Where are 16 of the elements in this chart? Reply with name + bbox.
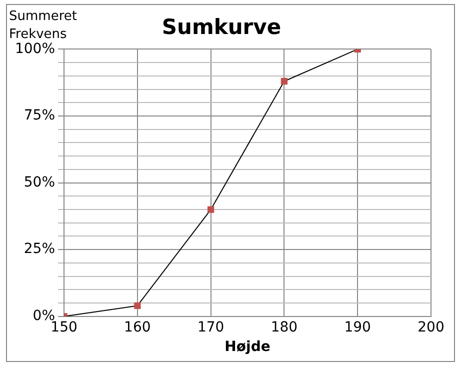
point (280, 78, 288, 85)
point (207, 206, 214, 213)
x-axis-title: Højde (224, 339, 270, 356)
chart-title: Sumkurve (162, 15, 282, 40)
x-tick-label: 170 (197, 319, 224, 336)
y-tick-label: 50% (24, 174, 56, 190)
y-tick-label: 100% (14, 40, 56, 57)
y-axis-title: Summeret Frekvens (9, 8, 78, 42)
y-tick-label: 25% (24, 241, 56, 258)
x-tick-label: 190 (344, 319, 371, 336)
point (134, 302, 141, 310)
x-tick-label: 160 (124, 319, 151, 336)
x-tick-label: 180 (270, 319, 298, 336)
y-tick-label: 75% (24, 108, 56, 124)
x-tick-label: 200 (418, 319, 444, 336)
x-tick-label: 150 (50, 319, 78, 336)
